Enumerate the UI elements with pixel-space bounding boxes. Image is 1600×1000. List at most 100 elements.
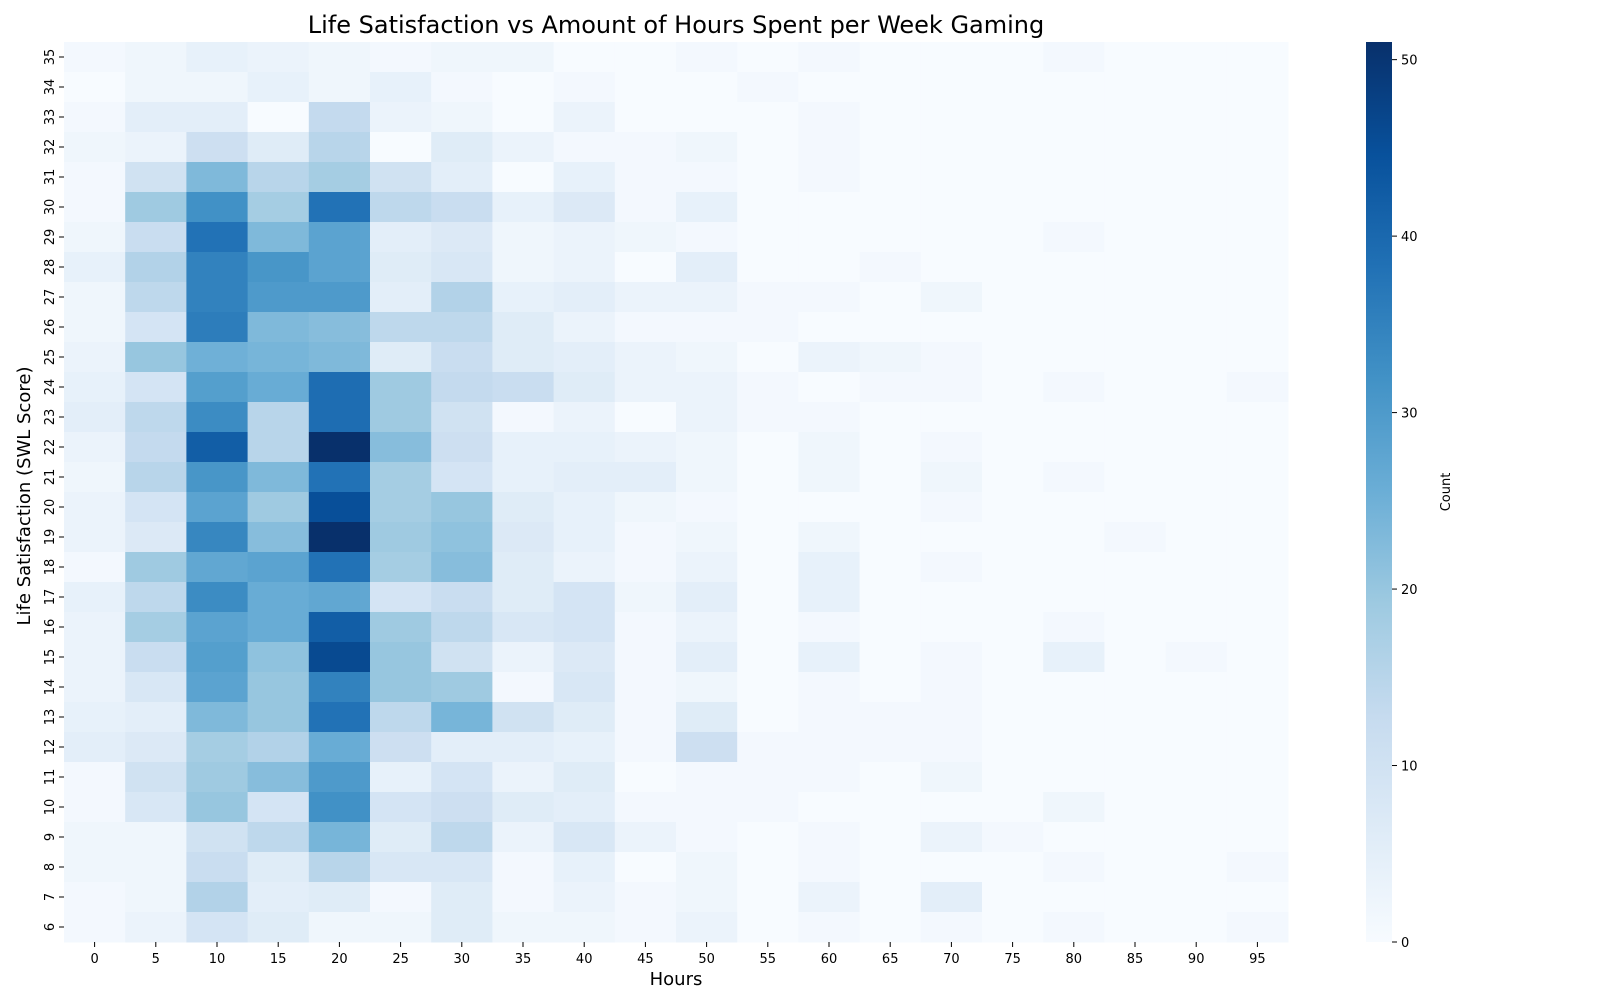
heatmap-cell <box>1165 882 1228 913</box>
heatmap-cell <box>920 282 983 313</box>
heatmap-cell <box>859 612 922 643</box>
heatmap-cell <box>553 762 616 793</box>
heatmap-cell <box>186 582 249 613</box>
heatmap-cell <box>186 42 249 73</box>
heatmap-cell <box>798 852 861 883</box>
heatmap-cell <box>431 732 493 763</box>
heatmap-cell <box>859 522 922 553</box>
heatmap-cell <box>798 252 861 283</box>
heatmap-cell <box>308 822 371 853</box>
heatmap-cell <box>553 582 616 613</box>
heatmap-cell <box>1165 852 1228 883</box>
y-tick-label: 18 <box>43 559 58 576</box>
heatmap-cell <box>798 492 861 523</box>
heatmap-cell <box>247 522 310 553</box>
heatmap-cell <box>1104 522 1167 553</box>
y-tick-label: 19 <box>43 529 58 546</box>
heatmap-cell <box>1226 402 1289 433</box>
heatmap-cell <box>553 702 616 733</box>
heatmap-cell <box>431 282 493 313</box>
heatmap-cell <box>676 912 738 943</box>
heatmap-cell <box>798 792 861 823</box>
heatmap-cell <box>308 102 371 133</box>
heatmap-cell <box>431 702 493 733</box>
heatmap-cell <box>737 822 799 853</box>
heatmap-cell <box>1043 342 1105 373</box>
heatmap-cell <box>492 522 555 553</box>
heatmap-cell <box>1043 222 1105 253</box>
y-tick-label: 21 <box>43 469 58 486</box>
heatmap-cell <box>982 282 1044 313</box>
chart-title: Life Satisfaction vs Amount of Hours Spe… <box>308 11 1045 39</box>
heatmap-cell <box>125 552 187 583</box>
heatmap-cell <box>64 582 126 613</box>
heatmap-cell <box>431 102 493 133</box>
heatmap-cell <box>676 372 738 403</box>
heatmap-cell <box>737 42 799 73</box>
heatmap-cell <box>186 402 249 433</box>
heatmap-cell <box>614 192 677 223</box>
heatmap-cell <box>125 102 187 133</box>
heatmap-cell <box>859 582 922 613</box>
heatmap-cell <box>859 72 922 103</box>
heatmap-cell <box>186 732 249 763</box>
heatmap-cell <box>1165 432 1228 463</box>
heatmap-cell <box>1165 252 1228 283</box>
heatmap-cell <box>676 42 738 73</box>
x-tick-label: 50 <box>698 952 715 967</box>
heatmap-cell <box>1226 72 1289 103</box>
heatmap-cell <box>859 762 922 793</box>
heatmap-cell <box>1104 762 1167 793</box>
heatmap-cell <box>64 222 126 253</box>
heatmap-cell <box>308 222 371 253</box>
heatmap-cell <box>1165 642 1228 673</box>
heatmap-cell <box>1226 822 1289 853</box>
x-tick-label: 25 <box>392 952 409 967</box>
heatmap-cell <box>186 162 249 193</box>
heatmap-cell <box>1226 642 1289 673</box>
heatmap-cell <box>553 822 616 853</box>
heatmap-cell <box>186 492 249 523</box>
heatmap-cell <box>186 222 249 253</box>
heatmap-cell <box>798 312 861 343</box>
heatmap-cell <box>370 702 432 733</box>
y-tick-label: 34 <box>43 79 58 96</box>
heatmap-cell <box>1226 282 1289 313</box>
y-tick-label: 9 <box>43 833 58 841</box>
heatmap-cell <box>676 852 738 883</box>
heatmap-cell <box>1104 222 1167 253</box>
heatmap-cell <box>737 192 799 223</box>
y-tick-label: 30 <box>43 199 58 216</box>
heatmap-cell <box>982 42 1044 73</box>
heatmap-cell <box>186 432 249 463</box>
heatmap-cell <box>308 342 371 373</box>
heatmap-cell <box>125 342 187 373</box>
heatmap-cell <box>492 72 555 103</box>
heatmap-cell <box>676 282 738 313</box>
heatmap-cell <box>431 252 493 283</box>
heatmap-cell <box>1165 552 1228 583</box>
heatmap-cell <box>247 912 310 943</box>
heatmap-cell <box>737 342 799 373</box>
heatmap-cell <box>370 162 432 193</box>
heatmap-cell <box>676 702 738 733</box>
heatmap-cell <box>247 222 310 253</box>
heatmap-cell <box>1104 822 1167 853</box>
heatmap-cell <box>247 252 310 283</box>
heatmap-cell <box>1043 132 1105 163</box>
heatmap-cell <box>920 822 983 853</box>
heatmap-cell <box>247 792 310 823</box>
heatmap-cell <box>1165 72 1228 103</box>
heatmap-cell <box>1165 42 1228 73</box>
heatmap-cell <box>492 42 555 73</box>
heatmap-cell <box>247 72 310 103</box>
heatmap-cell <box>1226 672 1289 703</box>
heatmap-cell <box>125 612 187 643</box>
heatmap-cell <box>614 282 677 313</box>
heatmap-cell <box>492 282 555 313</box>
heatmap-cell <box>125 252 187 283</box>
heatmap-cell <box>308 312 371 343</box>
heatmap-cell <box>125 642 187 673</box>
heatmap-cell <box>920 42 983 73</box>
